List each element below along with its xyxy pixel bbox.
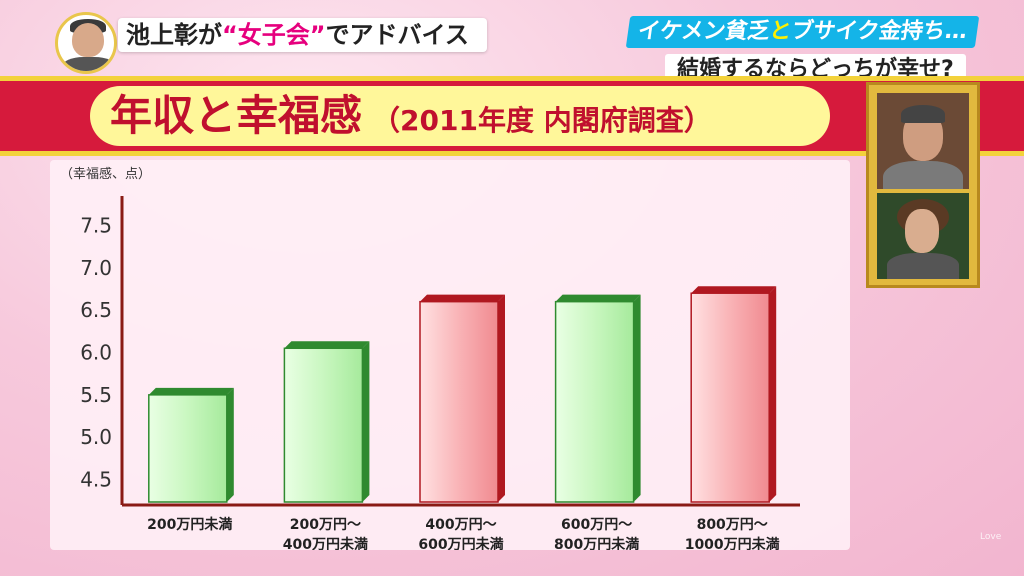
bar [419, 300, 499, 503]
y-tick-label: 6.0 [80, 341, 112, 365]
chart-title: 年収と幸福感 （2011年度 内閣府調査） [110, 86, 712, 146]
caption-highlight: 女子会 [237, 21, 310, 49]
title-pill [90, 86, 830, 146]
y-axis-label: （幸福感、点） [60, 166, 151, 182]
x-tick-label: 400万円～ [425, 517, 496, 533]
bar-side [498, 294, 505, 502]
title-sub: （2011年度 内閣府調査） [372, 104, 712, 137]
bar-top [420, 294, 505, 302]
bar [554, 300, 635, 503]
bar-top [691, 286, 777, 294]
x-tick-label: 400万円未満 [283, 536, 368, 550]
title-main: 年収と幸福感 [110, 91, 363, 140]
y-tick-label: 6.5 [80, 298, 112, 322]
y-tick-label: 5.0 [80, 425, 112, 449]
bar [283, 347, 364, 503]
bar [148, 394, 228, 503]
bar-top [284, 341, 370, 349]
x-tick-label: 200万円未満 [147, 516, 232, 533]
bar-top [148, 387, 234, 395]
corner-mark: Love [980, 532, 1002, 542]
wipe-video-bottom [877, 193, 969, 279]
bar-chart: （幸福感、点） 4.5 5.0 5.5 6.0 6.5 7.0 7.5 200万円未満 200万円… [60, 166, 800, 553]
caption-quote-close: ” [309, 21, 326, 49]
y-tick-label: 5.5 [80, 383, 112, 407]
x-tick-label: 800万円～ [697, 517, 768, 533]
y-tick-label: 7.0 [80, 256, 112, 280]
caption-post: でアドバイス [325, 21, 469, 49]
caption-quote-open: “ [222, 21, 238, 49]
chart-panel: （幸福感、点） 4.5 5.0 5.5 6.0 6.5 7.0 7.5 200万円未満 200万円… [50, 160, 850, 553]
bar-side [633, 294, 641, 502]
host-avatar [55, 12, 117, 74]
topic-1a: イケメン貧乏 [636, 19, 772, 44]
wipe-video-top [877, 93, 969, 189]
topic-1c: ブサイク金持ち… [789, 19, 969, 44]
y-tick-label: 7.5 [80, 213, 112, 237]
bar-side [769, 286, 777, 502]
caption-pre: 池上彰が [126, 21, 222, 49]
x-tick-label: 200万円～ [290, 517, 361, 533]
y-tick-label: 4.5 [80, 468, 112, 492]
x-tick-label: 1000万円未満 [685, 536, 780, 550]
x-tick-label: 800万円未満 [554, 536, 639, 550]
video-frame [866, 82, 980, 288]
x-tick-label: 600万円未満 [418, 536, 503, 550]
bar [690, 292, 770, 503]
bar-side [226, 387, 234, 502]
x-tick-label: 600万円～ [561, 517, 632, 533]
topic-line-1: イケメン貧乏とブサイク金持ち… [625, 16, 980, 48]
bar-side [362, 341, 370, 502]
top-caption: 池上彰が“女子会”でアドバイス [118, 18, 487, 52]
bar-top [555, 294, 641, 302]
